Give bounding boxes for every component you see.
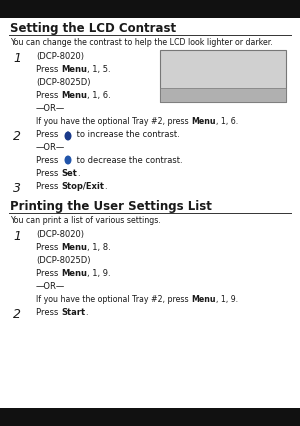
Text: 1: 1 bbox=[13, 52, 21, 65]
Text: Press: Press bbox=[36, 243, 61, 252]
Text: Press: Press bbox=[36, 269, 61, 278]
Text: Set: Set bbox=[61, 169, 77, 178]
Text: 2: 2 bbox=[13, 130, 21, 143]
Text: —OR—: —OR— bbox=[36, 143, 65, 152]
Bar bbox=[160, 50, 286, 102]
Text: , 1, 9.: , 1, 9. bbox=[216, 295, 238, 304]
Text: You can change the contrast to help the LCD look lighter or darker.: You can change the contrast to help the … bbox=[10, 38, 273, 47]
Text: Menu: Menu bbox=[191, 295, 216, 304]
Text: Menu: Menu bbox=[61, 91, 87, 100]
Text: Press: Press bbox=[36, 130, 61, 139]
Text: 1: 1 bbox=[13, 230, 21, 243]
Text: to decrease the contrast.: to decrease the contrast. bbox=[74, 156, 183, 165]
Text: Setting the LCD Contrast: Setting the LCD Contrast bbox=[10, 22, 176, 35]
Text: Press: Press bbox=[36, 169, 61, 178]
Text: Menu: Menu bbox=[61, 65, 87, 74]
Text: 16.LCD Contrast: 16.LCD Contrast bbox=[164, 53, 224, 59]
Text: .: . bbox=[85, 308, 88, 317]
Text: Menu: Menu bbox=[61, 269, 87, 278]
Text: Start: Start bbox=[61, 308, 85, 317]
Text: —OR—: —OR— bbox=[36, 104, 65, 113]
Text: You can print a list of various settings.: You can print a list of various settings… bbox=[10, 216, 161, 225]
Text: Menu: Menu bbox=[191, 117, 216, 126]
Text: , 1, 8.: , 1, 8. bbox=[87, 243, 111, 252]
Text: , 1, 9.: , 1, 9. bbox=[87, 269, 111, 278]
Polygon shape bbox=[66, 131, 70, 134]
Text: Press: Press bbox=[36, 182, 61, 191]
Text: Press: Press bbox=[36, 65, 61, 74]
Text: (DCP-8020): (DCP-8020) bbox=[36, 52, 84, 61]
Text: Menu: Menu bbox=[61, 243, 87, 252]
Text: Printing the User Settings List: Printing the User Settings List bbox=[10, 200, 212, 213]
Text: If you have the optional Tray #2, press: If you have the optional Tray #2, press bbox=[36, 117, 191, 126]
Text: Press: Press bbox=[36, 156, 61, 165]
Text: Press: Press bbox=[36, 91, 61, 100]
Text: , 1, 6.: , 1, 6. bbox=[87, 91, 111, 100]
Text: 3: 3 bbox=[13, 182, 21, 195]
Text: Stop/Exit: Stop/Exit bbox=[61, 182, 104, 191]
Text: If you have the optional Tray #2, press: If you have the optional Tray #2, press bbox=[36, 295, 191, 304]
Text: .: . bbox=[104, 182, 106, 191]
Bar bbox=[160, 88, 286, 102]
Bar bbox=[0, 0, 300, 18]
Text: , 1, 6.: , 1, 6. bbox=[216, 117, 238, 126]
Text: 2: 2 bbox=[13, 308, 21, 321]
Text: -□□■□□+: -□□■□□+ bbox=[206, 64, 240, 73]
Text: to increase the contrast.: to increase the contrast. bbox=[74, 130, 180, 139]
Ellipse shape bbox=[64, 132, 71, 141]
Text: —OR—: —OR— bbox=[36, 282, 65, 291]
Text: , 1, 5.: , 1, 5. bbox=[87, 65, 111, 74]
Text: Select ◄► & Set: Select ◄► & Set bbox=[195, 89, 251, 94]
Bar bbox=[0, 408, 300, 426]
Text: (DCP-8020): (DCP-8020) bbox=[36, 230, 84, 239]
Text: .: . bbox=[77, 169, 80, 178]
Text: Press: Press bbox=[36, 308, 61, 317]
Text: (DCP-8025D): (DCP-8025D) bbox=[36, 78, 91, 87]
Ellipse shape bbox=[64, 155, 71, 164]
Text: (DCP-8025D): (DCP-8025D) bbox=[36, 256, 91, 265]
